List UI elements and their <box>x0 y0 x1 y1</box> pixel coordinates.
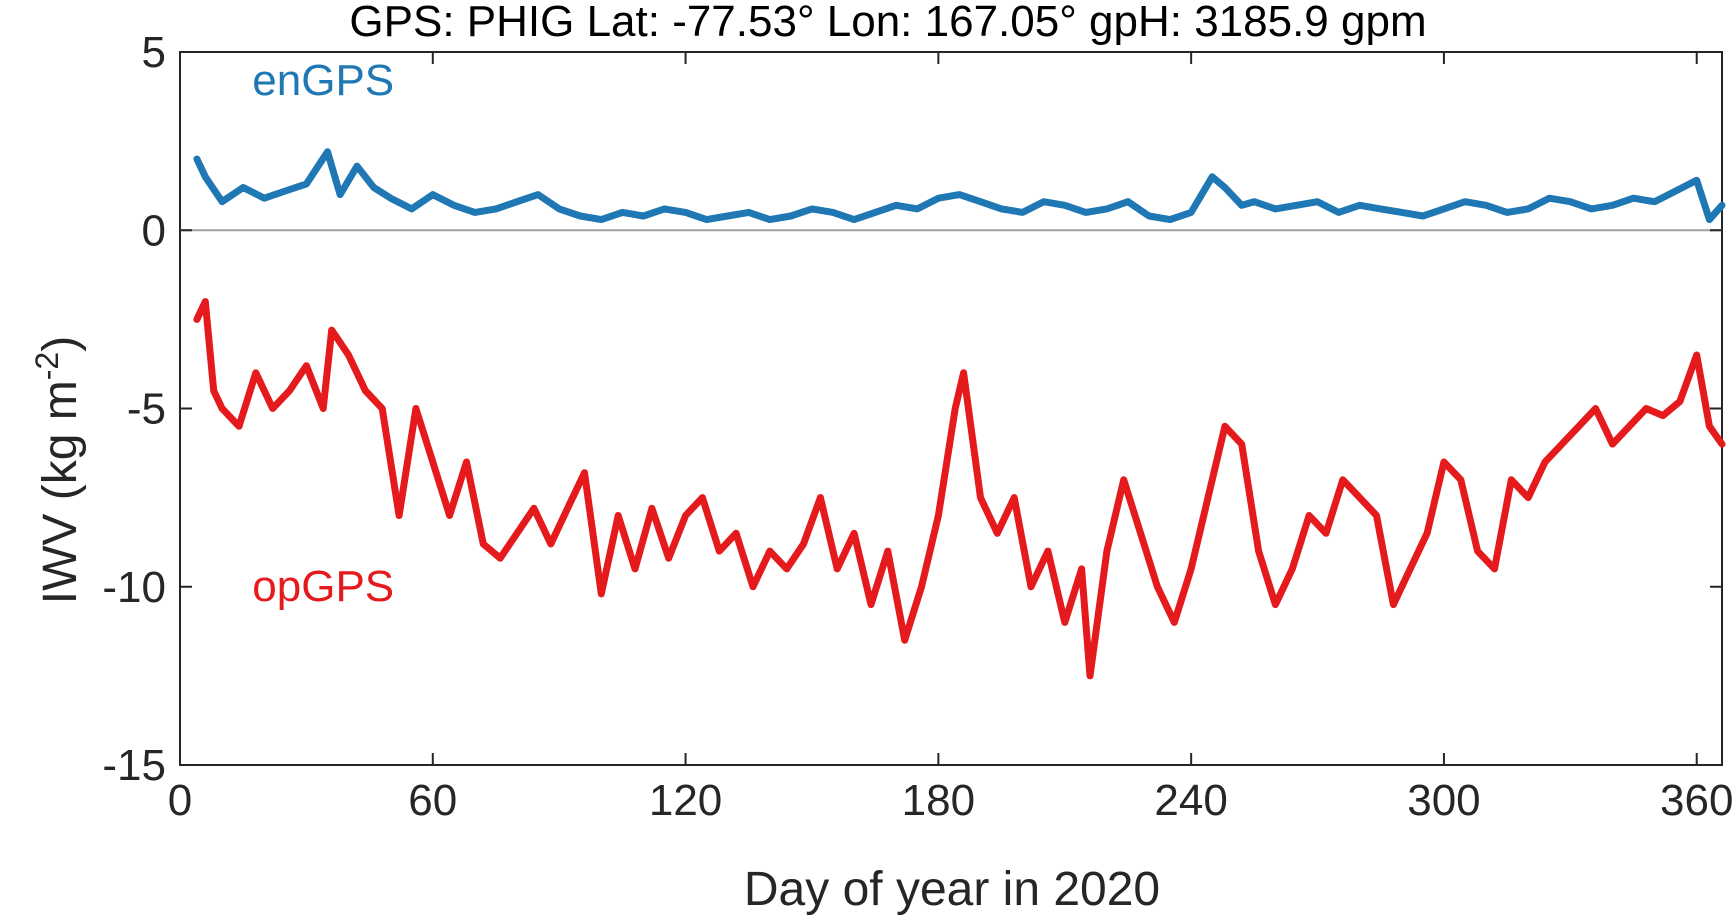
x-tick-label: 60 <box>408 776 457 825</box>
x-tick-label: 180 <box>902 776 975 825</box>
series-line-opgps <box>193 298 1726 680</box>
svg-text:IWV (kg m-2): IWV (kg m-2) <box>29 336 87 604</box>
y-tick-label: -10 <box>102 563 166 612</box>
y-axis-label-close: ) <box>34 336 87 352</box>
x-tick-label: 360 <box>1660 776 1733 825</box>
y-tick-label: -5 <box>127 385 166 434</box>
y-axis-label-exponent: -2 <box>29 352 65 380</box>
y-axis-label: IWV (kg m-2) <box>29 336 87 604</box>
x-axis-label: Day of year in 2020 <box>744 863 1160 916</box>
x-tick-label: 240 <box>1154 776 1227 825</box>
y-tick-label: 0 <box>142 206 166 255</box>
chart-title: GPS: PHIG Lat: -77.53° Lon: 167.05° gpH:… <box>349 0 1426 46</box>
x-tick-label: 300 <box>1407 776 1480 825</box>
series-label-opgps: opGPS <box>252 562 394 611</box>
plot-area: enGPS opGPS 0 60 120 180 240 300 360 5 0 -5 -10 -15 <box>102 28 1733 825</box>
y-axis-label-text: IWV (kg m <box>34 380 87 604</box>
series-label-engps: enGPS <box>252 56 394 105</box>
x-tick-label: 0 <box>168 776 192 825</box>
y-tick-label: -15 <box>102 741 166 790</box>
axes-frame <box>179 51 1723 766</box>
x-tick-label: 120 <box>649 776 722 825</box>
series-line-engps <box>193 148 1726 224</box>
y-tick-label: 5 <box>142 28 166 77</box>
